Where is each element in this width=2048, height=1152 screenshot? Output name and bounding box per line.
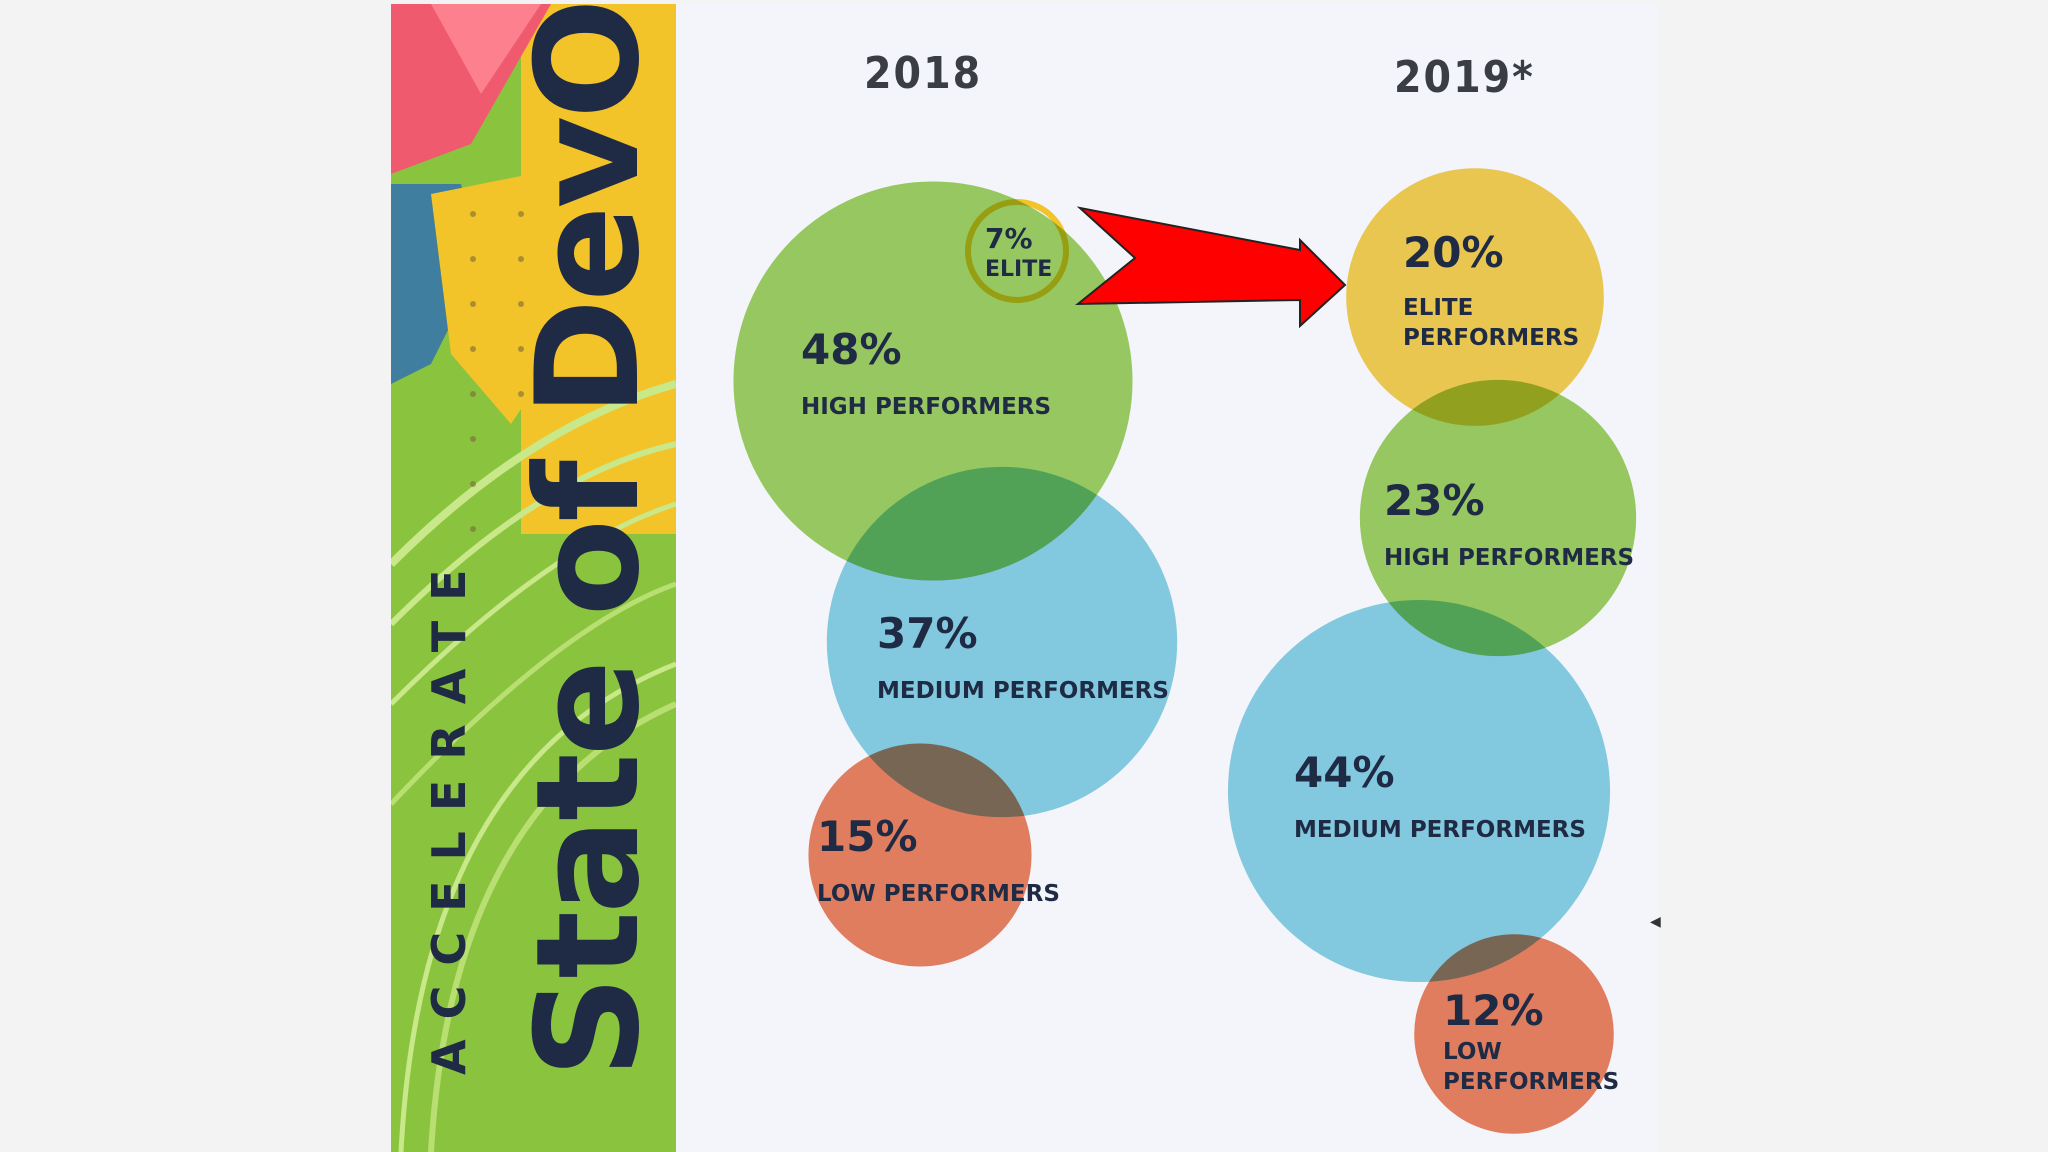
bubble-low-performers xyxy=(808,743,1032,967)
value-label: 48% xyxy=(801,325,902,374)
change-arrow xyxy=(1075,206,1347,329)
bubble-elite-performers xyxy=(1346,168,1604,426)
banner-artwork xyxy=(391,4,676,1152)
value-label: 7% xyxy=(985,222,1033,255)
value-label: 44% xyxy=(1294,748,1395,797)
category-label: MEDIUM PERFORMERS xyxy=(877,678,1169,704)
category-label: HIGH PERFORMERS xyxy=(801,394,1051,420)
category-label: MEDIUM PERFORMERS xyxy=(1294,817,1586,843)
chevron-left-icon: ◀ xyxy=(1650,914,1661,930)
category-label: ELITE xyxy=(1403,295,1473,321)
value-label: 15% xyxy=(817,812,918,861)
year-2018-heading: 2018 xyxy=(864,48,983,99)
bubble-high-performers xyxy=(1359,379,1637,657)
bubble-medium-performers xyxy=(1227,599,1611,983)
category-label: PERFORMERS xyxy=(1443,1069,1619,1095)
category-label: PERFORMERS xyxy=(1403,325,1579,351)
value-label: 12% xyxy=(1443,986,1544,1035)
bubble-group-0 xyxy=(733,181,1178,967)
year-2019-heading: 2019* xyxy=(1394,52,1535,103)
value-label: 23% xyxy=(1384,476,1485,525)
bubble-group-1 xyxy=(1227,168,1637,1134)
value-label: 20% xyxy=(1403,228,1504,277)
category-label: ELITE xyxy=(985,257,1052,282)
category-label: HIGH PERFORMERS xyxy=(1384,545,1634,571)
category-label: LOW xyxy=(1443,1039,1502,1065)
cover-banner xyxy=(391,4,676,1152)
category-label: LOW PERFORMERS xyxy=(817,881,1060,907)
bubble-low-performers xyxy=(1414,934,1614,1134)
bubble-medium-performers xyxy=(826,466,1178,818)
value-label: 37% xyxy=(877,609,978,658)
